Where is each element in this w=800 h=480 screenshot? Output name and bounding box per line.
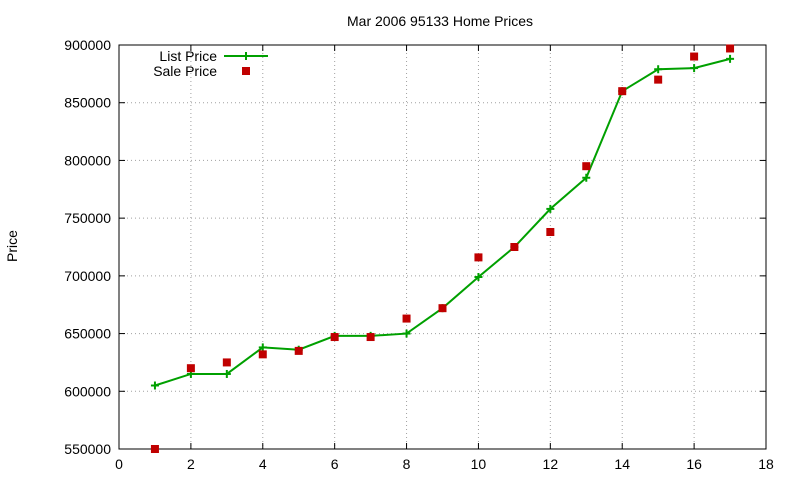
list-price-point: [150, 381, 159, 390]
list-price-point: [582, 173, 591, 182]
list-price-point: [474, 273, 483, 282]
x-tick-label: 6: [331, 456, 339, 472]
sale-price-point: [726, 44, 735, 53]
list-price-point: [690, 64, 699, 73]
list-price-point: [726, 54, 735, 63]
sale-price-point: [402, 314, 411, 323]
legend: List Price Sale Price: [153, 48, 268, 79]
y-tick-label: 850000: [64, 95, 111, 111]
x-tick-label: 10: [471, 456, 487, 472]
sale-price-point: [222, 358, 231, 367]
x-tick-label: 4: [259, 456, 267, 472]
sale-price-point: [618, 87, 627, 96]
list-price-point: [258, 343, 267, 352]
x-tick-label: 18: [758, 456, 774, 472]
legend-marker-sale-price: [242, 67, 250, 75]
sale-price-point: [654, 75, 663, 84]
list-price-point: [654, 65, 663, 74]
y-tick-label: 900000: [64, 37, 111, 53]
sale-price-point: [510, 243, 519, 251]
sale-price-point: [474, 253, 483, 262]
sale-price-point: [366, 333, 375, 342]
x-tick-label: 0: [115, 456, 123, 472]
x-tick-label: 12: [543, 456, 559, 472]
sale-price-point: [186, 364, 195, 373]
series-list-price: [150, 54, 735, 390]
sale-price-point: [546, 227, 555, 236]
x-axis: 0 2 4 6 8 10 12 14 16 18: [115, 45, 774, 472]
sale-price-point: [294, 346, 303, 355]
x-tick-label: 16: [686, 456, 702, 472]
legend-label-list-price: List Price: [159, 48, 217, 64]
sale-price-point: [330, 333, 339, 342]
x-tick-label: 14: [614, 456, 630, 472]
sale-price-point: [438, 304, 447, 313]
sale-price-point: [582, 162, 591, 171]
series-layer: [150, 44, 735, 453]
legend-marker-list-price: [242, 52, 250, 60]
y-tick-label: 650000: [64, 326, 111, 342]
chart-title: Mar 2006 95133 Home Prices: [347, 13, 533, 29]
list-price-point: [222, 369, 231, 378]
y-tick-label: 550000: [64, 441, 111, 457]
sale-price-point: [150, 445, 159, 453]
plot-frame: [118, 44, 767, 450]
y-tick-label: 750000: [64, 210, 111, 226]
list-price-line: [154, 57, 731, 387]
list-price-point: [546, 204, 555, 213]
x-tick-label: 2: [187, 456, 195, 472]
series-sale-price: [150, 44, 735, 453]
y-axis: 550000 600000 650000 700000 750000 800000 8500…: [64, 37, 766, 457]
y-tick-label: 700000: [64, 268, 111, 284]
x-tick-label: 8: [403, 456, 411, 472]
y-axis-label: Price: [4, 230, 20, 262]
sale-price-point: [258, 350, 267, 359]
legend-label-sale-price: Sale Price: [153, 63, 217, 79]
y-tick-label: 600000: [64, 383, 111, 399]
sale-price-point: [690, 52, 699, 61]
y-tick-label: 800000: [64, 152, 111, 168]
list-price-point: [402, 329, 411, 338]
grid: [119, 45, 766, 449]
